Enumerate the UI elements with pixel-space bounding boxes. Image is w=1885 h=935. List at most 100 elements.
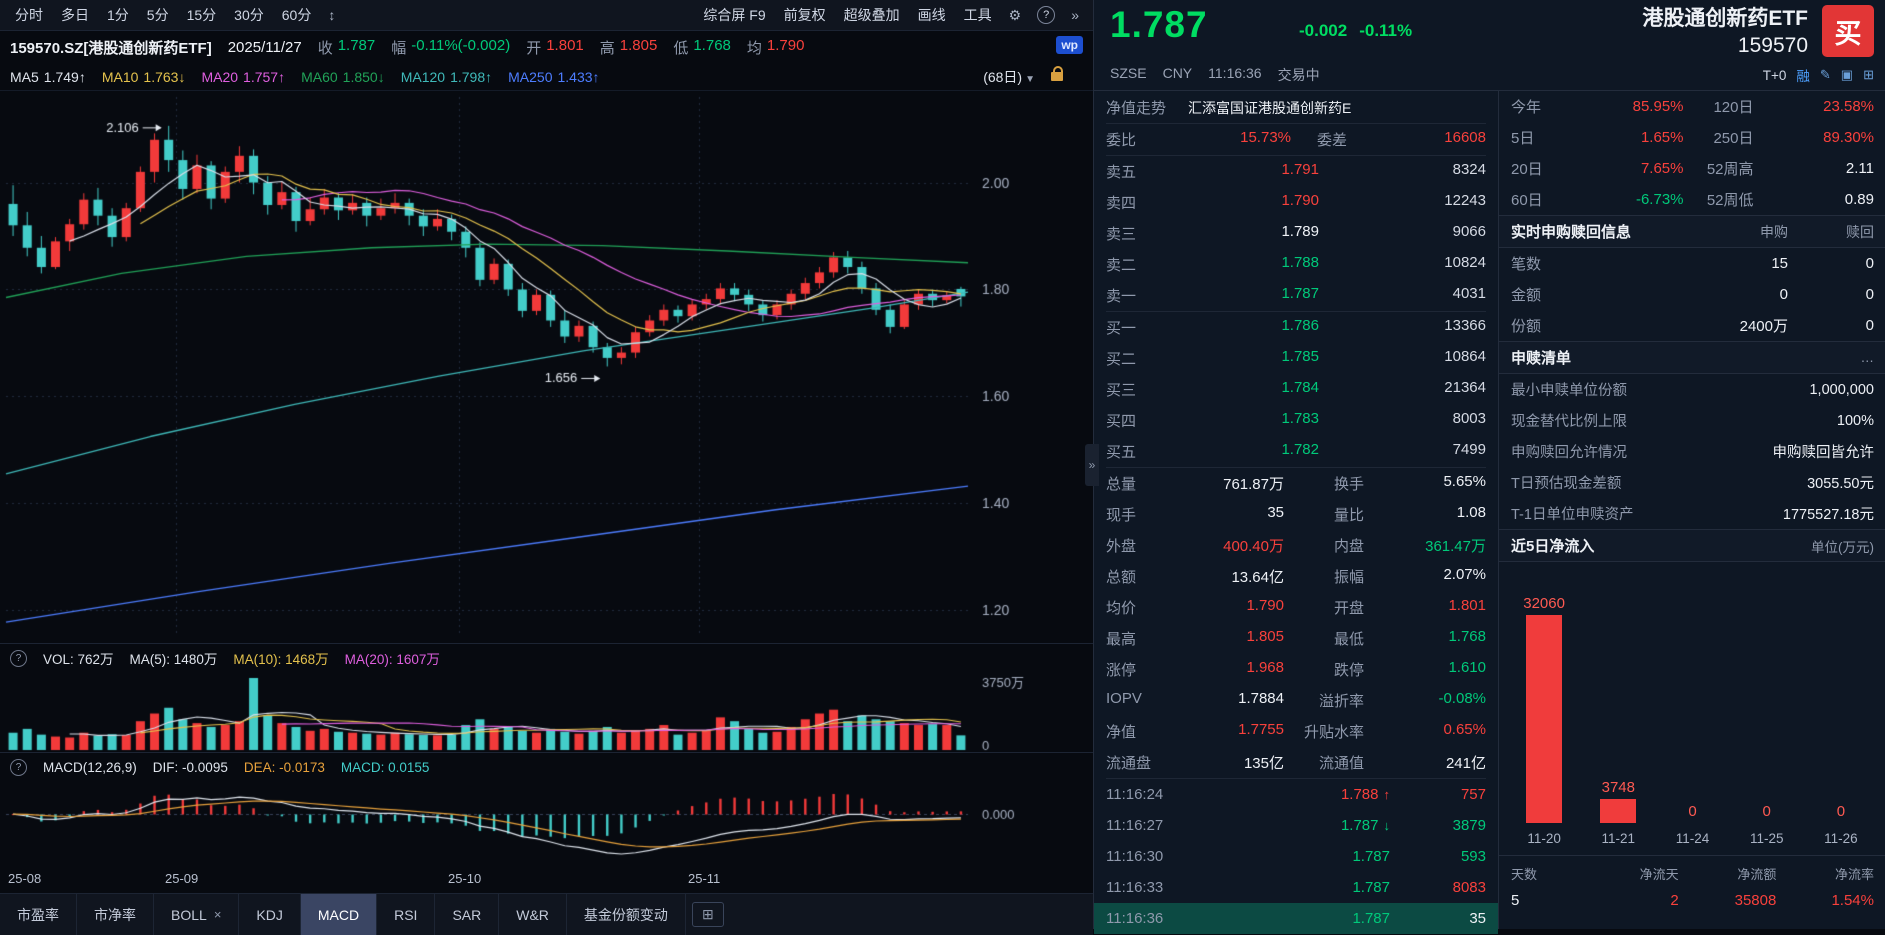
ask-row[interactable]: 卖一 1.787 4031 [1106, 280, 1486, 312]
bid-row[interactable]: 买二 1.785 10864 [1106, 343, 1486, 374]
tick-row[interactable]: 11:16:24 1.788 ↑ 757 [1106, 779, 1486, 810]
indicator-tab-w&r[interactable]: W&R [499, 894, 567, 935]
collapse-panel-handle[interactable]: » [1085, 444, 1099, 486]
flow-bar-value: 3748 [1601, 779, 1635, 796]
ma-label: MA20 [201, 68, 239, 85]
volume-canvas[interactable] [0, 672, 1093, 752]
indicator-tab-sar[interactable]: SAR [435, 894, 500, 935]
tick-price-cell: 1.787 [1188, 879, 1390, 896]
bid-row-grid: 买四 1.783 8003 [1106, 410, 1486, 431]
indicator-tab-rsi[interactable]: RSI [377, 894, 436, 935]
redemption-label: 申购赎回允许情况 [1511, 445, 1627, 461]
bid-row[interactable]: 买一 1.786 13366 [1106, 312, 1486, 343]
period-tab[interactable]: 5分 [146, 7, 169, 23]
month-label: 25-11 [688, 871, 721, 886]
ask-row[interactable]: 卖五 1.791 8324 [1106, 156, 1486, 187]
mini-chart-icon[interactable]: ▣ [1840, 67, 1854, 82]
buy-button[interactable]: 买 [1822, 5, 1874, 57]
help-icon[interactable]: ? [1037, 6, 1056, 24]
close-icon[interactable]: × [213, 907, 222, 922]
ask-row-volume: 9066 [1452, 223, 1486, 240]
weicha-value: 16608 [1444, 129, 1486, 146]
period-tab[interactable]: 1分 [107, 7, 129, 23]
macd-canvas[interactable] [0, 781, 1093, 867]
tick-row[interactable]: 11:16:27 1.787 ↓ 3879 [1106, 810, 1486, 841]
tick-row[interactable]: 11:16:30 1.787 593 [1106, 841, 1486, 872]
flow-footer-label: 净流额 [1737, 867, 1777, 882]
period-tab[interactable]: 15分 [186, 7, 217, 23]
period-tab[interactable]: 60分 [281, 7, 312, 23]
stat-label: IOPV [1106, 690, 1142, 707]
ask-row-price: 1.789 [1281, 223, 1319, 240]
period-tab[interactable]: 分时 [15, 7, 43, 23]
indicator-tabs: 市盈率 市净率 BOLL × KDJ MACD RSI SAR W&R 基金份额变动 ⊞ [0, 894, 1093, 935]
flow-footer-label: 天数 [1511, 867, 1538, 882]
indicator-tab-市盈率[interactable]: 市盈率 [0, 894, 77, 935]
fund-name: 汇添富国证港股通创新药E [1188, 99, 1352, 116]
bid-row-label: 买五 [1106, 444, 1137, 461]
stat-label: 换手 [1333, 476, 1364, 493]
period-tab[interactable]: 30分 [234, 7, 264, 23]
toolbar-button[interactable]: 超级叠加 [843, 7, 900, 23]
period-selector[interactable]: (68日) ▼ [983, 67, 1035, 87]
indicator-tab-boll[interactable]: BOLL × [154, 894, 240, 935]
more-button[interactable]: … [1860, 350, 1875, 365]
bid-row[interactable]: 买四 1.783 8003 [1106, 405, 1486, 436]
help-circle-icon[interactable]: ? [10, 758, 27, 776]
instrument-name: 港股通创新药ETF [1642, 7, 1808, 30]
stat-value: 400.40万 [1223, 538, 1284, 555]
indicator-tab-基金份额变动[interactable]: 基金份额变动 [567, 894, 686, 935]
stat-value: 2.07% [1443, 566, 1486, 583]
add-icon[interactable]: ⊞ [1863, 67, 1874, 82]
toolbar-button[interactable]: 综合屏 F9 [703, 7, 766, 23]
indicator-tab-macd[interactable]: MACD [300, 894, 378, 935]
toolbar-more-icon[interactable]: » [1071, 7, 1079, 23]
nav-trend-label: 净值走势 [1106, 100, 1167, 117]
candlestick-canvas[interactable] [0, 91, 1093, 643]
flow-bar-date: 11-21 [1601, 831, 1636, 846]
toolbar-button[interactable]: 画线 [917, 7, 946, 23]
ask-row[interactable]: 卖三 1.789 9066 [1106, 218, 1486, 249]
bid-row-price: 1.785 [1281, 348, 1319, 365]
bid-row-price: 1.784 [1281, 379, 1319, 396]
add-tab-button[interactable]: ⊞ [691, 902, 724, 927]
nav-trend-row[interactable]: 净值走势 汇添富国证港股通创新药E [1106, 92, 1486, 124]
expand-periods-icon[interactable]: ↕ [328, 7, 336, 23]
margin-badge[interactable]: 融 [1796, 69, 1810, 84]
field-value: 1.805 [619, 36, 658, 54]
tick-row[interactable]: 11:16:36 1.787 35 [1094, 903, 1498, 934]
ask-row[interactable]: 卖二 1.788 10824 [1106, 249, 1486, 280]
arrow-down-icon: ↓ [1383, 818, 1391, 833]
stat-value: 5.65% [1443, 473, 1486, 490]
period-tab[interactable]: 多日 [61, 7, 89, 23]
bid-row[interactable]: 买三 1.784 21364 [1106, 374, 1486, 405]
flow-bar-date: 11-25 [1749, 831, 1784, 846]
tick-volume: 593 [1460, 848, 1486, 865]
stat-value: 1.768 [1448, 628, 1486, 645]
weibi-grid: 委比 15.73% 委差 16608 [1106, 129, 1486, 150]
wp-badge[interactable]: wp [1056, 36, 1083, 54]
tick-price-cell: 1.787 [1188, 910, 1390, 927]
help-circle-icon[interactable]: ? [10, 649, 27, 667]
tick-row[interactable]: 11:16:33 1.787 8083 [1106, 872, 1486, 903]
flow-bar-value: 0 [1762, 803, 1771, 820]
ask-row-volume: 8324 [1452, 161, 1486, 178]
lock-icon[interactable] [1051, 66, 1063, 81]
bid-row[interactable]: 买五 1.782 7499 [1106, 436, 1486, 468]
ask-row[interactable]: 卖四 1.790 12243 [1106, 187, 1486, 218]
macd-header: ? MACD(12,26,9) DIF: -0.0095 DEA: -0.017… [0, 752, 1093, 781]
toolbar-tools: 综合屏 F9 前复权 超级叠加 画线 工具 [694, 5, 1000, 25]
stat-row: 均价 1.790 开盘 1.801 [1106, 592, 1486, 623]
weibi-value: 15.73% [1240, 129, 1291, 146]
toolbar-button[interactable]: 前复权 [783, 7, 826, 23]
vol-value: VOL: 762万 [43, 652, 114, 667]
tick-time: 11:16:27 [1106, 817, 1164, 834]
weibi-label: 委比 [1106, 132, 1137, 149]
subscription-row: 份额 2400万 0 [1499, 310, 1885, 341]
subscription-row: 笔数 15 0 [1499, 248, 1885, 279]
indicator-tab-市净率[interactable]: 市净率 [77, 894, 154, 935]
settings-gear-icon[interactable]: ⚙ [1008, 6, 1022, 23]
edit-icon[interactable]: ✎ [1819, 67, 1831, 82]
toolbar-button[interactable]: 工具 [963, 7, 992, 23]
indicator-tab-kdj[interactable]: KDJ [239, 894, 301, 935]
